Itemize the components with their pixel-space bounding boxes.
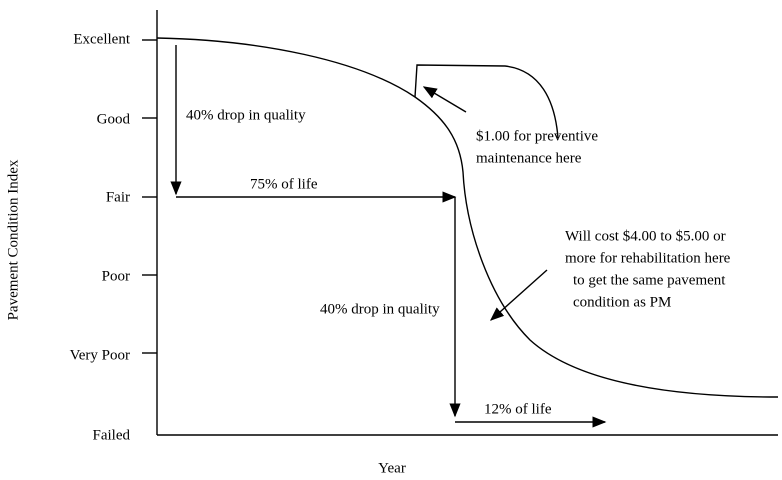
level: Fair [106,189,130,205]
level: Good [97,111,131,127]
annotation: 40% drop in quality [320,301,440,317]
level-labels: Excellent Good Fair Poor Very Poor Faile… [70,31,131,443]
annotation: Will cost $4.00 to $5.00 or [565,228,726,244]
level: Failed [93,427,131,443]
annotation: condition as PM [573,294,671,310]
level: Excellent [73,31,130,47]
axes [142,10,778,436]
condition-curve [156,37,779,398]
annotation: maintenance here [476,150,582,166]
x-axis-label: Year [378,460,406,476]
level: Very Poor [70,347,130,363]
y-axis-label: Pavement Condition Index [5,159,21,320]
annotation: $1.00 for preventive [476,128,598,144]
pm-restore [414,64,559,139]
annotation: 40% drop in quality [186,107,306,123]
annotation: more for rehabilitation here [565,250,731,266]
annotation: 75% of life [250,176,318,192]
annotation: to get the same pavement [573,272,726,288]
arrows [170,45,607,428]
level: Poor [102,268,130,284]
annotation: 12% of life [484,401,552,417]
